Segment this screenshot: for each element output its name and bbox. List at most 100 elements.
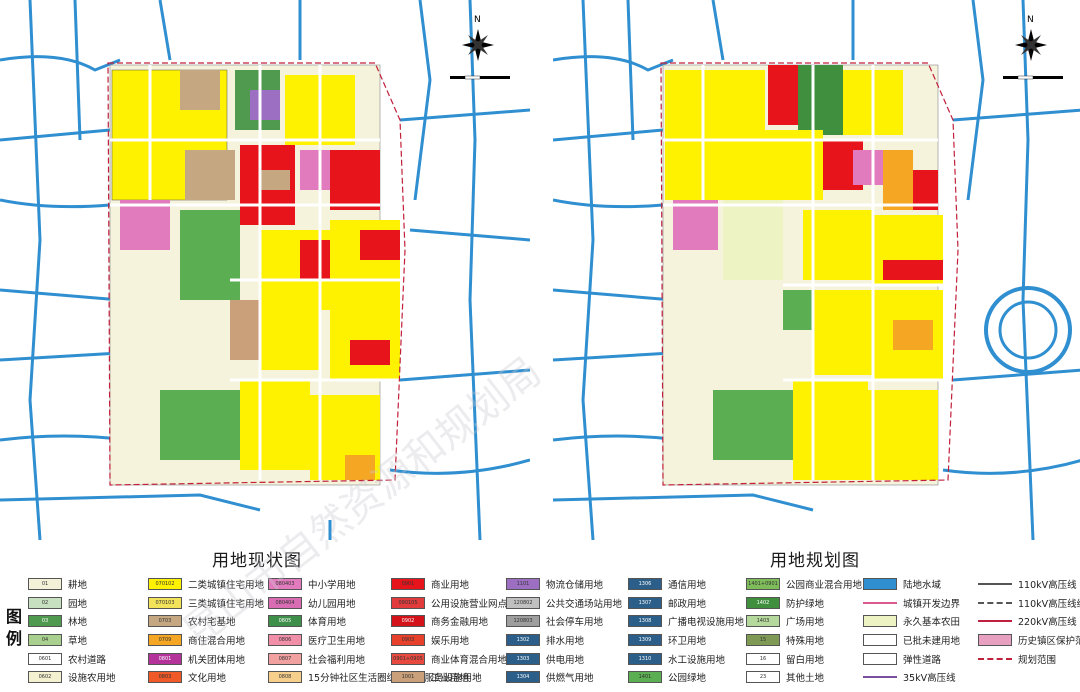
legend-swatch: 080403: [268, 578, 302, 590]
legend-swatch: 1401+0901: [746, 578, 780, 590]
north-label: N: [474, 15, 481, 25]
legend-swatch: 04: [28, 634, 62, 647]
legend-swatch: 1001: [391, 671, 425, 684]
legend-item: 陆地水域: [863, 576, 960, 592]
legend-label: 历史镇区保护范围: [1018, 636, 1080, 648]
legend-label: 娱乐用地: [431, 636, 470, 648]
legend-swatch: 0803: [148, 671, 182, 684]
legend-swatch: [978, 634, 1012, 647]
legend-swatch: 0709: [148, 634, 182, 647]
legend-column: 1101 物流仓储用地 120802 公共交通场站用地 120803 社会停车用地 1302…: [506, 576, 622, 688]
scale-bar: [450, 75, 510, 80]
legend-label: 设施农用地: [68, 673, 116, 685]
legend-swatch: 070103: [148, 596, 182, 609]
legend-item: 1303 供电用地: [506, 651, 622, 667]
legend-swatch: 1306: [628, 578, 662, 590]
current-land-use-map: N: [0, 0, 530, 540]
legend-item: 110kV高压线: [978, 576, 1080, 592]
legend-label: 园地: [68, 598, 88, 610]
legend-label: 工业用地: [431, 673, 470, 685]
legend-swatch: 080404: [268, 596, 302, 609]
legend-swatch: [863, 578, 897, 590]
legend-swatch: 0806: [268, 634, 302, 647]
legend-swatch: 1309: [628, 634, 662, 647]
legend-swatch: 0903: [391, 634, 425, 647]
legend-label: 社会停车用地: [546, 617, 604, 629]
legend-label: 留白用地: [786, 654, 825, 666]
legend-swatch: 0902: [391, 615, 425, 628]
legend-label: 农村宅基地: [188, 617, 236, 629]
legend-label: 文化用地: [188, 673, 227, 685]
legend-label: 供电用地: [546, 654, 585, 666]
legend-item: 0902 商务金融用地: [391, 613, 526, 629]
legend-item: 弹性道路: [863, 651, 960, 667]
legend-swatch: [863, 615, 897, 628]
legend-item: 04 草地: [28, 632, 116, 648]
legend-swatch: 01: [28, 578, 62, 590]
legend-label: 特殊用地: [786, 636, 825, 648]
river-network: [0, 0, 530, 540]
planned-land-use-map-graphic: N: [553, 0, 1080, 540]
legend-swatch: 1402: [746, 596, 780, 609]
legend-swatch: 1308: [628, 615, 662, 628]
legend-item: 历史镇区保护范围: [978, 632, 1080, 648]
legend-swatch: 1307: [628, 596, 662, 609]
legend-swatch: [978, 578, 1012, 590]
legend-swatch: 0703: [148, 615, 182, 628]
legend-swatch: 03: [28, 615, 62, 628]
legend-label: 体育用地: [308, 617, 347, 629]
legend-item: 1304 供燃气用地: [506, 669, 622, 685]
legend-item: 070102 二类城镇住宅用地: [148, 576, 264, 592]
legend-swatch: 1403: [746, 615, 780, 628]
legend-label: 其他土地: [786, 673, 825, 685]
legend-label: 三类城镇住宅用地: [188, 598, 265, 610]
legend-label: 商业用地: [431, 580, 470, 591]
legend-label: 220kV高压线: [1018, 617, 1077, 629]
legend-item: 1310 水工设施用地: [628, 651, 744, 667]
legend-swatch: [863, 671, 897, 683]
legend-column: 01 耕地 02 园地 03 林地 04 草地 0601 农村道路 0602 设施农用地: [28, 576, 116, 688]
legend-label: 110kV高压线缆: [1018, 598, 1080, 610]
legend-column: 陆地水域城镇开发边界 永久基本农田 已批未建用地 弹性道路 35kV高压线: [863, 576, 960, 688]
legend-item: 已批未建用地: [863, 632, 960, 648]
legend-swatch: 0901: [391, 578, 425, 590]
road-network-planned: [663, 65, 953, 480]
legend-swatch: 02: [28, 596, 62, 609]
legend-item: 1402 防护绿地: [746, 595, 862, 611]
legend-item: 23 其他土地: [746, 669, 862, 685]
legend-item: 110kV高压线缆: [978, 595, 1080, 611]
planned-map-title: 用地规划图: [770, 551, 860, 571]
legend-swatch: [978, 653, 1012, 665]
legend-item: 0801 机关团体用地: [148, 651, 264, 667]
legend-swatch: 1401: [628, 671, 662, 684]
legend-label: 草地: [68, 636, 88, 648]
legend-item: 城镇开发边界: [863, 595, 960, 611]
legend-label: 广播电视设施用地: [668, 617, 745, 629]
legend-item: 35kV高压线: [863, 669, 960, 685]
legend-swatch: 0808: [268, 671, 302, 684]
legend-label: 医疗卫生用地: [308, 636, 366, 648]
legend-label: 水工设施用地: [668, 654, 726, 666]
legend-item: 080404 幼儿园用地: [268, 595, 482, 611]
legend-label: 中小学用地: [308, 580, 356, 591]
legend-item: 0703 农村宅基地: [148, 613, 264, 629]
legend-label: 通信用地: [668, 580, 707, 591]
legend-item: 永久基本农田: [863, 613, 960, 629]
legend-item: 220kV高压线: [978, 613, 1080, 629]
legend-label: 商住混合用地: [188, 636, 246, 648]
legend-item: 16 留白用地: [746, 651, 862, 667]
legend-label: 机关团体用地: [188, 654, 246, 666]
road-network: [110, 65, 400, 480]
legend-item: 0806 医疗卫生用地: [268, 632, 482, 648]
legend-label: 社会福利用地: [308, 654, 366, 666]
legend-item: 规划范围: [978, 651, 1080, 667]
legend-swatch: 15: [746, 634, 780, 647]
legend-swatch: 0805: [268, 615, 302, 628]
legend-item: 120802 公共交通场站用地: [506, 595, 622, 611]
legend-label: 物流仓储用地: [546, 580, 604, 591]
legend-item: 1101 物流仓储用地: [506, 576, 622, 592]
legend-swatch: 1303: [506, 652, 540, 665]
current-map-title: 用地现状图: [212, 551, 302, 571]
legend-label: 林地: [68, 617, 88, 629]
legend-label: 规划范围: [1018, 654, 1057, 666]
